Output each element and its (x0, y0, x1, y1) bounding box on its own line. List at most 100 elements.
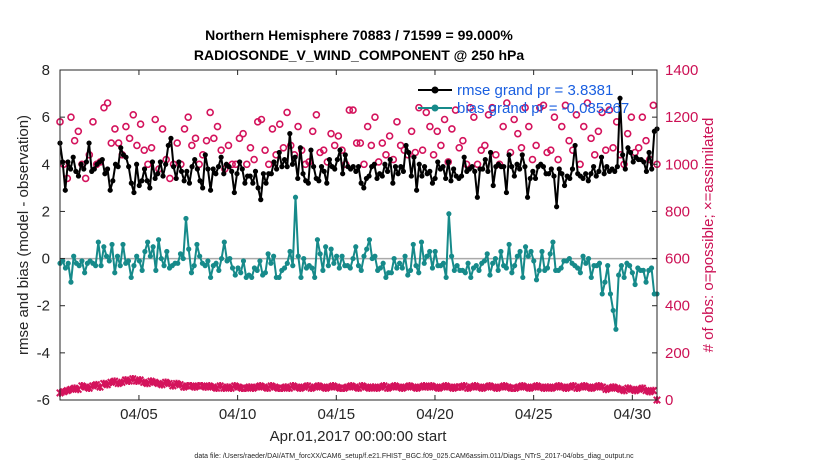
possible-count-point (188, 141, 196, 150)
rmse-point (258, 197, 264, 203)
y-left-tick-label: -4 (37, 345, 50, 362)
bias-point (240, 258, 247, 264)
bias-point (399, 265, 405, 271)
rmse-point (509, 164, 515, 170)
rmse-point (569, 166, 576, 172)
rmse-point (197, 178, 203, 184)
possible-count-point (184, 113, 192, 121)
bias-point (632, 281, 638, 288)
rmse-point (485, 168, 491, 174)
possible-count-point (312, 110, 321, 119)
bias-point (284, 260, 290, 266)
rmse-point (501, 164, 507, 170)
bias-point (558, 265, 564, 271)
bias-point (339, 253, 345, 259)
y-left-tick-label: 0 (42, 251, 50, 268)
bias-point (577, 270, 583, 276)
bias-point (164, 248, 170, 255)
rmse-point (643, 168, 650, 174)
rmse-point (395, 171, 401, 177)
bias-point (432, 248, 438, 255)
rmse-point (200, 185, 206, 191)
rmse-point (411, 154, 417, 160)
rmse-point (342, 152, 348, 158)
possible-count-point (481, 141, 489, 150)
rmse-point (416, 161, 422, 167)
rmse-point (168, 135, 174, 141)
bias-point (372, 253, 378, 259)
possible-count-point (180, 125, 189, 133)
possible-count-point (268, 125, 277, 133)
rmse-point (620, 152, 626, 158)
possible-count-point (360, 160, 368, 169)
bias-point (648, 265, 655, 271)
bias-point (613, 326, 619, 332)
possible-count-point (499, 122, 507, 131)
rmse-point (99, 156, 105, 163)
rmse-point (279, 164, 285, 170)
bias-point (596, 260, 603, 266)
rmse-point (210, 166, 216, 172)
rmse-point (207, 187, 214, 193)
rmse-point (75, 173, 82, 179)
rmse-point (324, 180, 330, 186)
bias-point (197, 253, 203, 259)
bias-point (495, 267, 501, 273)
rmse-point (622, 166, 628, 172)
bias-point (388, 270, 394, 276)
rmse-point (170, 164, 177, 170)
bias-point (528, 248, 534, 255)
chart-title: Northern Hemisphere 70883 / 71599 = 99.0… (205, 27, 513, 43)
bias-point (180, 255, 186, 262)
possible-count-point (378, 139, 387, 147)
y-right-tick-label: 600 (665, 251, 690, 268)
y-right-tick-label: 1000 (665, 156, 698, 173)
bias-point (377, 265, 384, 271)
rmse-point (189, 164, 195, 170)
bias-point (629, 270, 635, 276)
bias-point (550, 239, 556, 245)
bias-point (517, 248, 523, 255)
possible-count-point (532, 141, 540, 150)
possible-count-point (279, 143, 288, 152)
possible-count-point (525, 122, 533, 131)
possible-count-point (554, 155, 562, 164)
rmse-point (221, 171, 227, 177)
rmse-point (255, 185, 261, 191)
rmse-point (598, 154, 605, 160)
bias-point (473, 263, 479, 269)
possible-count-point (345, 106, 354, 114)
bias-point (536, 267, 542, 273)
possible-count-point (89, 118, 97, 126)
possible-count-point (455, 143, 464, 152)
bias-point (309, 265, 315, 271)
rmse-point (612, 168, 618, 174)
rmse-point (239, 166, 245, 172)
rmse-point (186, 180, 193, 186)
rmse-point (390, 180, 396, 186)
possible-count-point (546, 146, 555, 154)
bias-point (103, 253, 110, 259)
bias-point (76, 263, 82, 269)
bias-point (358, 267, 364, 273)
bias-point (312, 274, 318, 281)
bias-point (205, 258, 211, 264)
rmse-point (268, 171, 274, 177)
bias-point (323, 244, 329, 250)
rmse-point (445, 159, 451, 165)
bias-point (328, 246, 334, 252)
bias-point (484, 251, 490, 257)
bias-point (522, 244, 529, 250)
rmse-point (234, 171, 240, 177)
bias-point (221, 239, 227, 245)
possible-count-point (122, 122, 130, 131)
possible-count-point (158, 125, 167, 133)
possible-count-point (349, 106, 357, 114)
rmse-point (427, 168, 433, 174)
rmse-point (355, 164, 362, 170)
rmse-point (435, 159, 441, 165)
rmse-point (308, 147, 314, 153)
rmse-point (649, 166, 655, 172)
y-right-tick-label: 1200 (665, 109, 698, 126)
bias-point (539, 248, 545, 255)
